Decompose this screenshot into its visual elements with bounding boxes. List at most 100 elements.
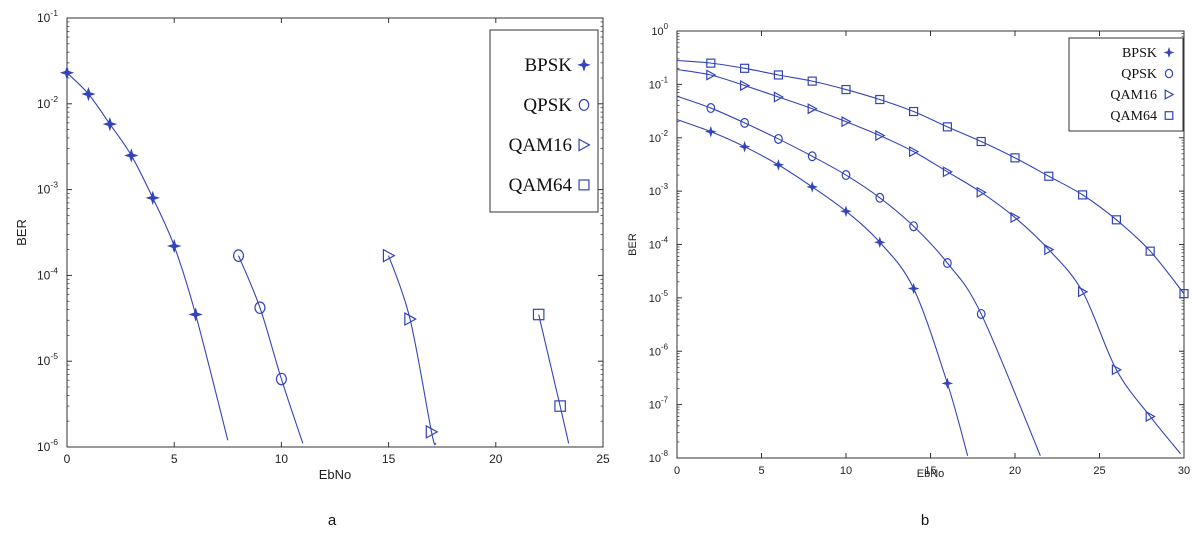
series-qam16 bbox=[382, 248, 439, 446]
legend-label: BPSK bbox=[524, 55, 572, 76]
data-point-marker bbox=[841, 170, 851, 181]
legend-label: QAM16 bbox=[509, 135, 572, 156]
data-point-marker bbox=[1179, 289, 1189, 299]
data-point-marker bbox=[773, 91, 785, 103]
legend-box bbox=[1068, 37, 1184, 132]
series-qam16 bbox=[676, 68, 1182, 455]
x-tick-label: 0 bbox=[674, 465, 680, 477]
legend-label: BPSK bbox=[1122, 46, 1157, 61]
y-tick-base: 10 bbox=[649, 293, 661, 305]
data-point-marker bbox=[976, 136, 986, 147]
x-tick-label: 20 bbox=[489, 452, 503, 466]
data-point-marker bbox=[382, 248, 396, 263]
panel-caption: a bbox=[328, 512, 337, 529]
data-point-marker bbox=[908, 145, 920, 158]
y-tick-base: 10 bbox=[649, 240, 661, 252]
y-tick-base: 10 bbox=[37, 354, 51, 368]
data-point-marker bbox=[976, 308, 986, 319]
y-tick-label: 10-4 bbox=[649, 236, 669, 252]
y-tick-base: 10 bbox=[37, 11, 51, 25]
series-line bbox=[676, 95, 1041, 457]
data-point-marker bbox=[124, 148, 139, 163]
legend-label: QPSK bbox=[523, 95, 572, 116]
y-tick-label: 10-1 bbox=[37, 8, 58, 25]
y-tick-exponent: -3 bbox=[50, 180, 58, 190]
series-line bbox=[538, 314, 570, 444]
legend-marker bbox=[577, 58, 591, 72]
data-point-marker bbox=[166, 238, 182, 254]
y-tick-base: 10 bbox=[649, 79, 661, 91]
data-point-marker bbox=[1044, 244, 1055, 256]
data-point-marker bbox=[875, 129, 886, 142]
y-tick-exponent: -6 bbox=[661, 342, 669, 351]
y-tick-base: 10 bbox=[651, 26, 663, 38]
x-tick-label: 10 bbox=[275, 452, 289, 466]
series-line bbox=[238, 255, 304, 444]
data-point-marker bbox=[875, 94, 885, 105]
x-tick-label: 0 bbox=[64, 452, 71, 466]
data-point-marker bbox=[806, 181, 818, 193]
y-tick-base: 10 bbox=[649, 346, 661, 358]
series-bpsk bbox=[59, 65, 229, 441]
series-qam64 bbox=[676, 58, 1189, 299]
legend-marker bbox=[578, 98, 590, 111]
y-tick-exponent: -3 bbox=[661, 182, 669, 191]
data-point-marker bbox=[942, 122, 953, 132]
data-point-marker bbox=[739, 63, 750, 73]
y-axis-label: BER bbox=[627, 233, 639, 256]
y-tick-base: 10 bbox=[37, 183, 51, 197]
data-point-marker bbox=[1077, 286, 1089, 298]
data-point-marker bbox=[841, 116, 852, 128]
series-qpsk bbox=[232, 249, 304, 444]
data-point-marker bbox=[145, 190, 160, 206]
data-point-marker bbox=[254, 301, 266, 315]
legend-label: QPSK bbox=[1121, 67, 1157, 82]
legend-label: QAM16 bbox=[1110, 88, 1157, 103]
y-tick-label: 10-5 bbox=[37, 351, 58, 368]
legend: BPSK QPSK QAM16 QAM64 bbox=[489, 29, 599, 213]
plot-area-frame bbox=[66, 17, 604, 448]
data-point-marker bbox=[907, 282, 920, 295]
y-tick-label: 10-2 bbox=[649, 129, 668, 145]
series-line bbox=[676, 68, 1182, 455]
data-point-marker bbox=[739, 79, 751, 92]
y-tick-label: 10-5 bbox=[649, 289, 669, 305]
series-line bbox=[676, 118, 969, 456]
y-tick-label: 10-7 bbox=[649, 396, 668, 412]
y-tick-exponent: -2 bbox=[50, 94, 58, 104]
legend-label: QAM64 bbox=[509, 175, 573, 196]
chart-panel-b: 0 5 10 15 20 25 3010010-110-210-310-410-510-61… bbox=[627, 22, 1190, 529]
x-tick-label: 5 bbox=[171, 452, 178, 466]
x-tick-label: 15 bbox=[382, 452, 396, 466]
y-tick-exponent: -1 bbox=[50, 8, 58, 18]
y-tick-exponent: -8 bbox=[661, 449, 669, 458]
data-point-marker bbox=[773, 70, 784, 80]
y-axis-label: BER bbox=[14, 219, 29, 246]
data-point-marker bbox=[942, 166, 954, 178]
legend-label: QAM64 bbox=[1110, 109, 1157, 124]
legend-marker bbox=[578, 138, 591, 152]
y-tick-label: 10-4 bbox=[37, 265, 58, 282]
data-point-marker bbox=[554, 400, 566, 412]
series-qpsk bbox=[676, 95, 1041, 457]
chart-panel-a: 0 5 10 15 20 2510-110-210-310-410-510-6EbNoBE… bbox=[14, 8, 610, 529]
data-point-marker bbox=[738, 140, 751, 153]
y-tick-exponent: -4 bbox=[661, 236, 669, 245]
data-point-marker bbox=[1145, 410, 1156, 423]
data-point-marker bbox=[740, 117, 749, 128]
data-point-marker bbox=[841, 84, 851, 95]
data-point-marker bbox=[706, 69, 717, 81]
data-point-marker bbox=[774, 133, 783, 144]
data-point-marker bbox=[909, 221, 918, 232]
x-tick-label: 10 bbox=[840, 465, 852, 477]
x-tick-label: 25 bbox=[596, 452, 610, 466]
legend-marker bbox=[1164, 111, 1174, 120]
y-tick-base: 10 bbox=[649, 453, 661, 465]
y-tick-label: 10-8 bbox=[649, 449, 669, 465]
data-point-marker bbox=[1145, 246, 1155, 256]
y-tick-exponent: 0 bbox=[664, 22, 669, 31]
y-tick-base: 10 bbox=[37, 440, 51, 454]
data-point-marker bbox=[232, 249, 245, 262]
data-point-marker bbox=[81, 86, 96, 102]
